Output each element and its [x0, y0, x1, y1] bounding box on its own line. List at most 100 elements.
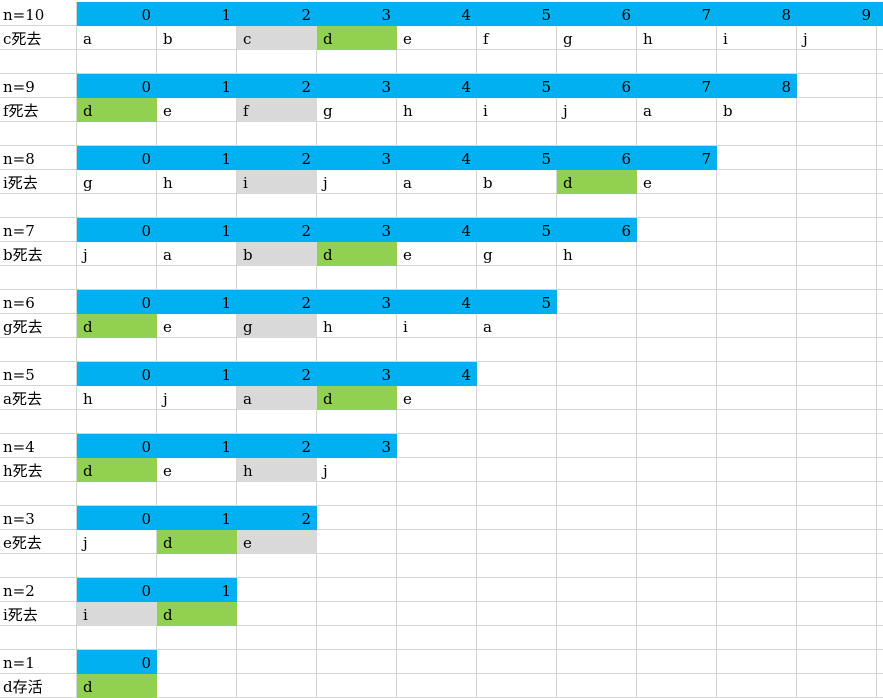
empty-cell[interactable]	[717, 338, 797, 362]
empty-cell[interactable]	[157, 266, 237, 290]
survivor-person-cell[interactable]: d	[557, 170, 637, 194]
empty-cell[interactable]	[317, 530, 397, 554]
empty-cell[interactable]	[397, 602, 477, 626]
empty-cell[interactable]	[77, 194, 157, 218]
empty-cell[interactable]	[637, 290, 717, 314]
empty-cell[interactable]	[797, 50, 877, 74]
person-cell[interactable]: e	[397, 242, 477, 266]
elimination-label[interactable]: b死去	[0, 242, 77, 266]
empty-cell[interactable]	[397, 410, 477, 434]
person-cell[interactable]: e	[397, 386, 477, 410]
empty-cell[interactable]	[717, 410, 797, 434]
position-index-cell[interactable]: 4	[397, 146, 477, 170]
person-cell[interactable]: h	[397, 98, 477, 122]
empty-cell[interactable]	[477, 410, 557, 434]
position-index-cell[interactable]: 1	[157, 74, 237, 98]
empty-cell[interactable]	[157, 338, 237, 362]
empty-cell[interactable]	[557, 362, 637, 386]
empty-cell[interactable]	[77, 626, 157, 650]
empty-cell[interactable]	[557, 602, 637, 626]
round-count-label[interactable]: n=10	[0, 2, 77, 26]
empty-cell[interactable]	[637, 314, 717, 338]
empty-cell[interactable]	[557, 290, 637, 314]
round-count-label[interactable]: n=5	[0, 362, 77, 386]
position-index-cell[interactable]: 4	[397, 2, 477, 26]
eliminated-person-cell[interactable]: e	[237, 530, 317, 554]
elimination-label[interactable]: d存活	[0, 674, 77, 698]
empty-cell[interactable]	[0, 338, 77, 362]
empty-cell[interactable]	[717, 458, 797, 482]
position-index-cell[interactable]: 0	[77, 362, 157, 386]
round-count-label[interactable]: n=7	[0, 218, 77, 242]
empty-cell[interactable]	[317, 674, 397, 698]
empty-cell[interactable]	[637, 266, 717, 290]
empty-cell[interactable]	[237, 602, 317, 626]
position-index-cell[interactable]: 1	[157, 290, 237, 314]
round-count-label[interactable]: n=2	[0, 578, 77, 602]
empty-cell[interactable]	[557, 650, 637, 674]
empty-cell[interactable]	[477, 434, 557, 458]
empty-cell[interactable]	[797, 458, 877, 482]
elimination-label[interactable]: f死去	[0, 98, 77, 122]
empty-cell[interactable]	[637, 242, 717, 266]
eliminated-person-cell[interactable]: f	[237, 98, 317, 122]
empty-cell[interactable]	[317, 626, 397, 650]
eliminated-person-cell[interactable]: b	[237, 242, 317, 266]
empty-cell[interactable]	[237, 194, 317, 218]
empty-cell[interactable]	[717, 218, 797, 242]
elimination-label[interactable]: i死去	[0, 602, 77, 626]
position-index-cell[interactable]: 1	[157, 362, 237, 386]
empty-cell[interactable]	[717, 650, 797, 674]
person-cell[interactable]: g	[77, 170, 157, 194]
person-cell[interactable]: a	[397, 170, 477, 194]
empty-cell[interactable]	[717, 578, 797, 602]
empty-cell[interactable]	[717, 554, 797, 578]
round-count-label[interactable]: n=6	[0, 290, 77, 314]
person-cell[interactable]: g	[557, 26, 637, 50]
empty-cell[interactable]	[557, 266, 637, 290]
empty-cell[interactable]	[797, 578, 877, 602]
position-index-cell[interactable]: 3	[317, 146, 397, 170]
position-index-cell[interactable]: 3	[317, 2, 397, 26]
empty-cell[interactable]	[477, 602, 557, 626]
eliminated-person-cell[interactable]: c	[237, 26, 317, 50]
position-index-cell[interactable]: 2	[237, 2, 317, 26]
empty-cell[interactable]	[717, 434, 797, 458]
empty-cell[interactable]	[717, 674, 797, 698]
empty-cell[interactable]	[797, 338, 877, 362]
empty-cell[interactable]	[317, 482, 397, 506]
empty-cell[interactable]	[397, 122, 477, 146]
position-index-cell[interactable]: 2	[237, 506, 317, 530]
empty-cell[interactable]	[157, 674, 237, 698]
empty-cell[interactable]	[797, 98, 877, 122]
elimination-label[interactable]: h死去	[0, 458, 77, 482]
person-cell[interactable]: h	[317, 314, 397, 338]
survivor-person-cell[interactable]: d	[157, 602, 237, 626]
empty-cell[interactable]	[157, 194, 237, 218]
eliminated-person-cell[interactable]: i	[77, 602, 157, 626]
person-cell[interactable]: h	[77, 386, 157, 410]
empty-cell[interactable]	[637, 434, 717, 458]
position-index-cell[interactable]: 2	[237, 218, 317, 242]
empty-cell[interactable]	[0, 194, 77, 218]
position-index-cell[interactable]: 4	[397, 290, 477, 314]
empty-cell[interactable]	[0, 626, 77, 650]
empty-cell[interactable]	[237, 626, 317, 650]
person-cell[interactable]: j	[317, 170, 397, 194]
empty-cell[interactable]	[557, 530, 637, 554]
empty-cell[interactable]	[397, 626, 477, 650]
empty-cell[interactable]	[717, 626, 797, 650]
empty-cell[interactable]	[637, 602, 717, 626]
empty-cell[interactable]	[397, 506, 477, 530]
empty-cell[interactable]	[637, 506, 717, 530]
empty-cell[interactable]	[237, 674, 317, 698]
empty-cell[interactable]	[477, 458, 557, 482]
position-index-cell[interactable]: 3	[317, 218, 397, 242]
position-index-cell[interactable]: 1	[157, 434, 237, 458]
empty-cell[interactable]	[717, 146, 797, 170]
empty-cell[interactable]	[0, 50, 77, 74]
empty-cell[interactable]	[797, 266, 877, 290]
empty-cell[interactable]	[0, 122, 77, 146]
empty-cell[interactable]	[717, 602, 797, 626]
empty-cell[interactable]	[797, 434, 877, 458]
